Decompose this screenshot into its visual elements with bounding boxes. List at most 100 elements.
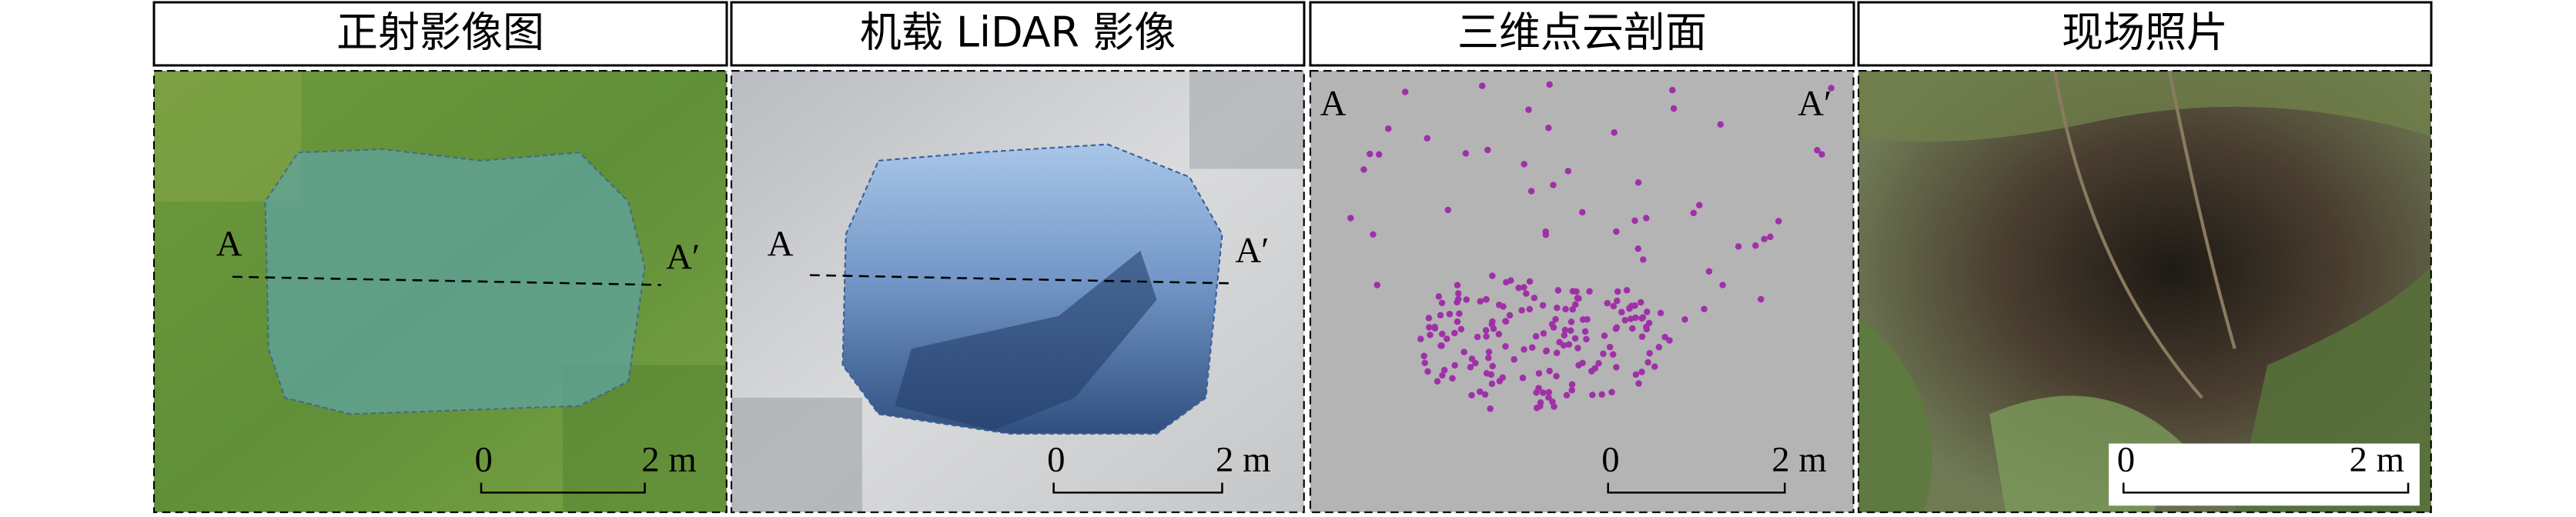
label-a: A bbox=[216, 224, 243, 264]
point bbox=[1545, 125, 1552, 132]
point bbox=[1515, 284, 1522, 292]
point bbox=[1533, 405, 1541, 412]
point bbox=[1467, 364, 1474, 371]
point bbox=[1426, 324, 1433, 331]
point bbox=[1485, 354, 1492, 362]
point bbox=[1629, 325, 1636, 332]
point bbox=[1828, 85, 1835, 92]
point bbox=[1572, 301, 1579, 308]
point bbox=[1526, 278, 1534, 285]
point bbox=[1367, 150, 1373, 158]
point bbox=[1657, 309, 1664, 317]
point bbox=[1489, 272, 1496, 279]
label-a-prime: A′ bbox=[666, 237, 700, 277]
point bbox=[1655, 344, 1663, 351]
point bbox=[1502, 318, 1509, 325]
point bbox=[1462, 150, 1470, 157]
label-a-prime: A′ bbox=[1236, 231, 1270, 271]
point bbox=[1540, 389, 1547, 396]
point bbox=[1523, 290, 1530, 297]
point bbox=[1435, 293, 1443, 300]
point bbox=[1591, 365, 1599, 372]
point bbox=[1613, 228, 1620, 235]
point bbox=[1487, 371, 1495, 379]
point bbox=[1568, 387, 1576, 394]
point bbox=[1639, 314, 1647, 321]
point bbox=[1535, 370, 1543, 377]
point bbox=[1643, 323, 1650, 331]
point bbox=[1460, 349, 1467, 355]
point bbox=[1573, 288, 1580, 295]
point bbox=[1451, 362, 1458, 369]
point bbox=[1484, 146, 1491, 154]
point bbox=[1610, 351, 1617, 358]
point bbox=[1644, 309, 1651, 315]
point bbox=[1608, 389, 1615, 395]
titles bbox=[152, 1, 2433, 67]
point bbox=[1669, 86, 1676, 94]
point bbox=[1579, 316, 1587, 323]
point bbox=[1631, 217, 1638, 225]
point bbox=[1752, 242, 1759, 249]
point bbox=[1554, 304, 1561, 312]
point bbox=[1717, 121, 1725, 128]
label-a-prime: A′ bbox=[1798, 83, 1832, 123]
point bbox=[1510, 355, 1517, 363]
scale-zero: 0 bbox=[1047, 440, 1065, 480]
point bbox=[1474, 333, 1481, 341]
point bbox=[1437, 342, 1444, 349]
point bbox=[1568, 381, 1576, 389]
point bbox=[1758, 295, 1765, 303]
point bbox=[1565, 341, 1573, 349]
point bbox=[1417, 335, 1424, 342]
point bbox=[1545, 394, 1552, 401]
point bbox=[1696, 202, 1703, 208]
point bbox=[1606, 343, 1614, 351]
point bbox=[1427, 332, 1434, 339]
point bbox=[1548, 321, 1556, 328]
point bbox=[1476, 388, 1484, 395]
point bbox=[1581, 328, 1589, 335]
point bbox=[1613, 324, 1621, 332]
point bbox=[1551, 403, 1557, 410]
point bbox=[1451, 329, 1458, 337]
point bbox=[1454, 318, 1461, 325]
point bbox=[1373, 282, 1381, 289]
panel-pointcloud: A A′ 0 2 m bbox=[1309, 69, 1855, 513]
scale-zero: 0 bbox=[475, 440, 493, 480]
point bbox=[1719, 282, 1726, 289]
point bbox=[1446, 310, 1454, 318]
point bbox=[1635, 380, 1642, 387]
point bbox=[1604, 299, 1611, 307]
point bbox=[1481, 391, 1489, 399]
point bbox=[1586, 288, 1593, 295]
point bbox=[1735, 243, 1742, 250]
panel-ortho: A A′ 0 2 m bbox=[152, 69, 728, 513]
point bbox=[1439, 372, 1446, 379]
point bbox=[1489, 362, 1496, 370]
point bbox=[1463, 296, 1470, 303]
point bbox=[1546, 81, 1553, 88]
point bbox=[1575, 295, 1582, 302]
point bbox=[1457, 325, 1465, 333]
point bbox=[1638, 299, 1644, 306]
point bbox=[1634, 178, 1642, 186]
point bbox=[1533, 389, 1540, 396]
point bbox=[1454, 290, 1462, 297]
point bbox=[1438, 299, 1446, 307]
point bbox=[1567, 327, 1574, 334]
panel-title: 机载 LiDAR 影像 bbox=[860, 8, 1176, 57]
point bbox=[1814, 147, 1821, 154]
point bbox=[1563, 392, 1571, 399]
point bbox=[1485, 349, 1493, 355]
scale-length: 2 m bbox=[2350, 440, 2404, 480]
point bbox=[1583, 335, 1590, 343]
point bbox=[1437, 312, 1444, 319]
point bbox=[1421, 359, 1429, 367]
point bbox=[1375, 151, 1383, 158]
point bbox=[1550, 182, 1557, 188]
point bbox=[1521, 345, 1527, 353]
point bbox=[1651, 363, 1658, 370]
point bbox=[1488, 321, 1496, 328]
